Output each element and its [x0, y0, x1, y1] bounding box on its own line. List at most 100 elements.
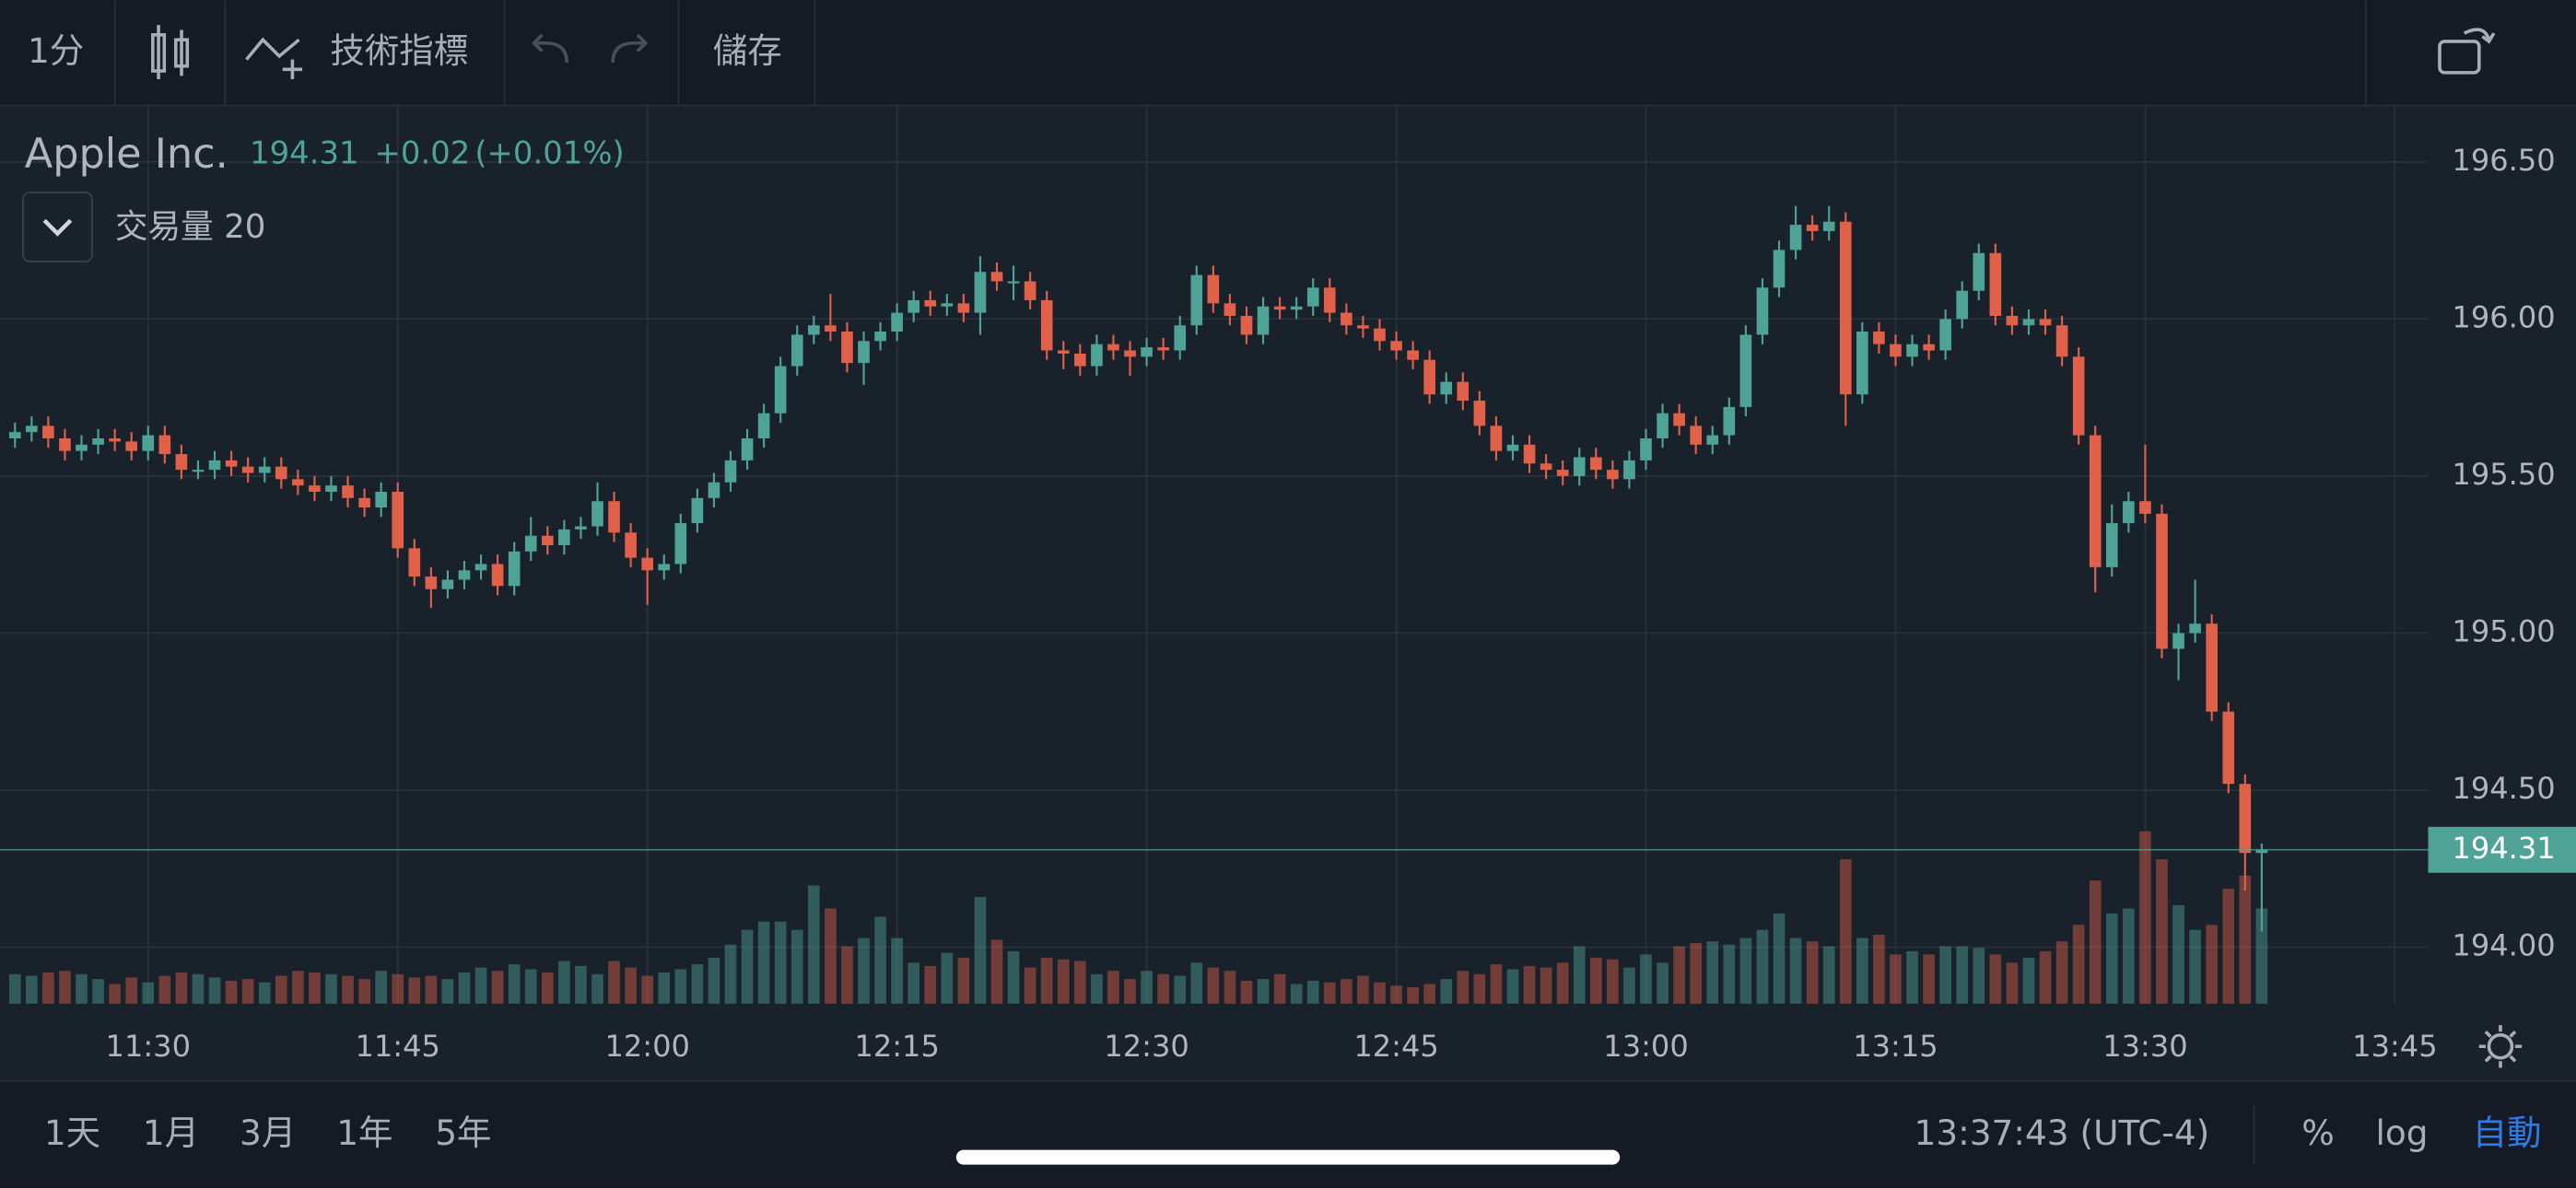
volume-bar — [625, 967, 637, 1004]
volume-bar — [474, 967, 487, 1004]
percent-button[interactable]: % — [2301, 1112, 2335, 1153]
candle-body — [1240, 316, 1253, 335]
volume-bar — [375, 971, 387, 1004]
rotate-icon[interactable] — [2438, 28, 2496, 75]
volume-bar — [425, 975, 438, 1004]
x-tick-label: 13:45 — [2352, 1029, 2437, 1064]
volume-bar — [1207, 967, 1220, 1004]
volume-bar — [2172, 904, 2184, 1004]
candle-body — [1074, 353, 1086, 367]
candle-body — [974, 272, 987, 313]
indicators-icon[interactable] — [245, 37, 303, 79]
range-buttons: 1天 1月 3月 1年 5年 — [44, 1112, 492, 1153]
candle-body — [1706, 435, 1719, 445]
candle-body — [2156, 513, 2168, 649]
candle-body — [1407, 350, 1419, 360]
volume-bar — [841, 946, 853, 1004]
candle-body — [941, 303, 954, 307]
candle-body — [1107, 344, 1119, 351]
volume-bar — [225, 980, 238, 1004]
volume-bar — [1374, 982, 1386, 1004]
toolbar-dividers — [113, 0, 2367, 106]
candle-body — [25, 425, 38, 433]
candle-body — [924, 299, 937, 307]
volume-bar — [1357, 975, 1369, 1004]
volume-layer — [8, 831, 2268, 1004]
range-button[interactable]: 3月 — [240, 1112, 296, 1153]
candle-body — [59, 438, 71, 451]
candle-body — [1723, 406, 1736, 436]
volume-bar — [907, 962, 920, 1004]
volume-bar — [941, 952, 954, 1004]
volume-bar — [358, 979, 370, 1004]
candle-body — [392, 491, 404, 549]
toolbar — [0, 0, 2576, 106]
candle-body — [825, 325, 837, 332]
x-tick-label: 13:15 — [1853, 1029, 1938, 1064]
candle-body — [724, 460, 737, 483]
candle-body — [1473, 401, 1486, 426]
volume-bar — [1623, 967, 1635, 1004]
volume-bar — [591, 973, 603, 1004]
auto-button[interactable]: 自動 — [2473, 1112, 2542, 1153]
candle-body — [375, 491, 387, 508]
volume-bar — [957, 957, 970, 1004]
candle-body — [891, 312, 903, 332]
range-button[interactable]: 1月 — [143, 1112, 199, 1153]
candle-body — [674, 523, 687, 565]
volume-bar — [641, 975, 654, 1004]
volume-bar — [2206, 925, 2219, 1004]
candle-body — [990, 272, 1003, 282]
volume-bar — [342, 975, 354, 1004]
range-button[interactable]: 1天 — [44, 1112, 100, 1153]
y-tick-label: 196.00 — [2452, 299, 2555, 334]
volume-bar — [1657, 962, 1669, 1004]
price-change-percent: (+0.01%) — [474, 135, 624, 171]
volume-bar — [1839, 858, 1852, 1004]
candle-body — [1490, 425, 1503, 451]
volume-bar — [974, 896, 987, 1004]
candle-body — [874, 332, 886, 342]
chart-type-icon[interactable] — [151, 25, 190, 79]
range-button[interactable]: 1年 — [336, 1112, 392, 1153]
candle-body — [92, 438, 104, 445]
candle-body — [1623, 460, 1635, 480]
candle-body — [1690, 425, 1703, 445]
candle-body — [1540, 463, 1552, 471]
volume-bar — [1756, 929, 1769, 1004]
volume-bar — [1556, 962, 1569, 1004]
volume-bar — [1423, 984, 1436, 1004]
candle-body — [1174, 325, 1187, 351]
candle-body — [691, 497, 704, 524]
range-button[interactable]: 5年 — [435, 1112, 491, 1153]
candle-body — [2239, 784, 2252, 854]
candle-body — [358, 497, 370, 508]
candle-body — [142, 435, 155, 451]
volume-bar — [2189, 929, 2201, 1004]
volume-legend: 交易量 20 — [115, 208, 266, 246]
candle-body — [608, 501, 620, 533]
volume-bar — [1956, 946, 1969, 1004]
settings-icon[interactable] — [2478, 1025, 2523, 1068]
candle-body — [1207, 274, 1220, 304]
volume-bar — [2039, 950, 2052, 1004]
interval-button[interactable]: 1分 — [28, 30, 84, 71]
log-button[interactable]: log — [2375, 1112, 2428, 1153]
volume-bar — [92, 979, 104, 1004]
volume-bar — [1057, 959, 1070, 1004]
save-button[interactable]: 儲存 — [713, 30, 782, 71]
volume-bar — [1590, 957, 1602, 1004]
volume-bar — [1157, 973, 1169, 1004]
candle-body — [1973, 252, 1985, 291]
candle-layer — [8, 205, 2268, 932]
candle-body — [1423, 359, 1436, 395]
candle-body — [1556, 470, 1569, 476]
collapse-button[interactable] — [22, 192, 93, 262]
volume-bar — [1306, 980, 1319, 1004]
indicators-button[interactable]: 技術指標 — [330, 30, 468, 71]
volume-bar — [2239, 875, 2252, 1004]
volume-bar — [1290, 984, 1303, 1004]
candle-body — [1956, 290, 1969, 320]
candle-body — [575, 526, 587, 530]
